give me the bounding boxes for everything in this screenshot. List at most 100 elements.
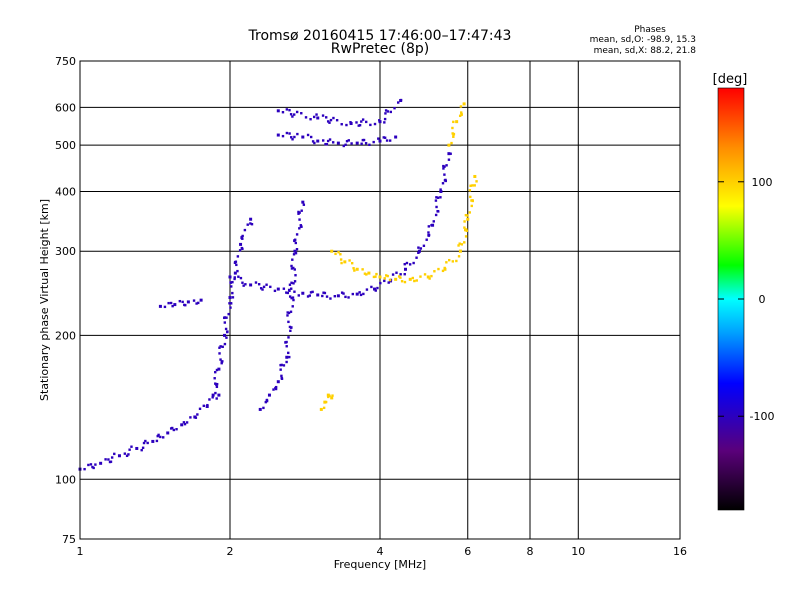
- trace-dot-O: [350, 142, 353, 145]
- trace-dot-X: [452, 135, 455, 138]
- colorbar-tick-label: -100: [750, 410, 775, 423]
- trace-dot-O: [265, 399, 269, 402]
- trace-dot-O: [273, 289, 277, 293]
- trace-dot-O: [435, 196, 438, 199]
- trace-dot-O: [219, 345, 222, 348]
- trace-dot-O: [141, 446, 145, 449]
- trace-dot-X: [399, 276, 402, 279]
- trace-dot-O: [292, 253, 296, 256]
- trace-dot-O: [391, 273, 395, 276]
- trace-dot-O: [295, 110, 299, 114]
- trace-dot-O: [370, 285, 373, 289]
- trace-dot-O: [384, 112, 387, 115]
- trace-dot-O: [328, 138, 332, 141]
- trace-dot-O: [262, 285, 266, 289]
- data-point-O: [394, 135, 398, 139]
- trace-dot-O: [415, 256, 418, 259]
- data-point-O: [447, 152, 451, 156]
- colorbar-ticks: 100 0 -100: [718, 176, 774, 423]
- trace-dot-X: [466, 214, 469, 217]
- trace-dot-X: [322, 406, 326, 410]
- data-point-O: [316, 139, 320, 143]
- data-point-O: [349, 122, 353, 126]
- trace-dot-X: [460, 111, 463, 114]
- trace-dot-O: [422, 244, 426, 247]
- trace-dot-O: [214, 370, 217, 374]
- trace-dot-O: [294, 274, 297, 277]
- trace-dot-O: [377, 137, 380, 140]
- trace-dot-O: [386, 110, 390, 113]
- trace-dot-X: [339, 258, 343, 261]
- trace-dot-O: [290, 287, 293, 290]
- trace-dot-O: [373, 122, 377, 126]
- trace-dot-O: [329, 297, 332, 300]
- trace-dot-X: [460, 113, 463, 116]
- data-point-X: [378, 275, 382, 279]
- trace-dot-O: [285, 131, 289, 135]
- trace-dot-O: [311, 290, 314, 294]
- trace-dot-O: [197, 301, 200, 305]
- trace-dot-O: [312, 115, 316, 119]
- trace-dot-O: [345, 139, 349, 143]
- trace-dot-O: [325, 143, 329, 146]
- trace-dot-O: [300, 225, 303, 228]
- trace-dot-O: [279, 368, 282, 371]
- trace-dot-O: [215, 385, 219, 389]
- trace-dot-O: [175, 428, 178, 431]
- phases-title: Phases: [634, 25, 666, 35]
- trace-dot-O: [206, 403, 209, 407]
- colorbar-label: [deg]: [713, 72, 748, 87]
- data-point-O: [186, 300, 190, 304]
- trace-dot-O: [436, 196, 440, 199]
- trace-dot-O: [233, 277, 236, 281]
- trace-dot-O: [123, 452, 127, 455]
- trace-dot-O: [355, 121, 358, 124]
- trace-dot-O: [219, 358, 222, 361]
- trace-dot-X: [452, 120, 455, 124]
- trace-dot-X: [465, 229, 468, 233]
- trace-dot-O: [285, 360, 288, 364]
- trace-dot-O: [439, 188, 442, 191]
- trace-dot-O: [293, 268, 296, 271]
- trace-dot-O: [384, 109, 388, 112]
- trace-dot-X: [473, 184, 476, 187]
- data-point-O: [151, 439, 155, 443]
- trace-dot-O: [142, 441, 146, 445]
- y-tick-label: 200: [55, 329, 76, 342]
- trace-dot-O: [104, 458, 107, 461]
- trace-dot-O: [344, 295, 347, 299]
- data-point-O: [276, 109, 280, 113]
- data-point-O: [336, 141, 340, 145]
- trace-dot-O: [340, 291, 344, 294]
- trace-dot-O: [211, 396, 214, 399]
- trace-dot-O: [383, 121, 386, 124]
- trace-dot-O: [345, 123, 348, 127]
- y-tick-label: 75: [62, 533, 76, 546]
- trace-dot-O: [274, 387, 278, 391]
- trace-dot-O: [178, 299, 182, 303]
- trace-dot-X: [388, 278, 392, 282]
- trace-dot-O: [281, 111, 285, 114]
- trace-dot-O: [243, 228, 247, 232]
- trace-dot-O: [195, 302, 198, 305]
- trace-dot-O: [321, 114, 325, 117]
- trace-dot-O: [171, 304, 174, 308]
- trace-dot-O: [322, 291, 325, 294]
- data-point-O: [205, 404, 209, 408]
- trace-dot-O: [306, 295, 310, 298]
- trace-dot-O: [290, 296, 293, 300]
- plot-frame: [79, 60, 681, 540]
- trace-dot-X: [437, 267, 440, 271]
- y-tick-label: 300: [55, 245, 76, 258]
- data-point-X: [326, 393, 330, 397]
- trace-dot-O: [395, 271, 398, 274]
- trace-dot-O: [361, 118, 365, 121]
- y-axis-label: Stationary phase Virtual Height [km]: [38, 199, 51, 401]
- trace-dot-O: [425, 238, 428, 241]
- trace-dot-X: [353, 269, 356, 272]
- colorbar-tick-label: 100: [752, 176, 773, 189]
- trace-dot-O: [214, 382, 217, 385]
- trace-dot-O: [280, 363, 283, 367]
- data-points: [78, 98, 478, 471]
- trace-dot-O: [412, 261, 415, 265]
